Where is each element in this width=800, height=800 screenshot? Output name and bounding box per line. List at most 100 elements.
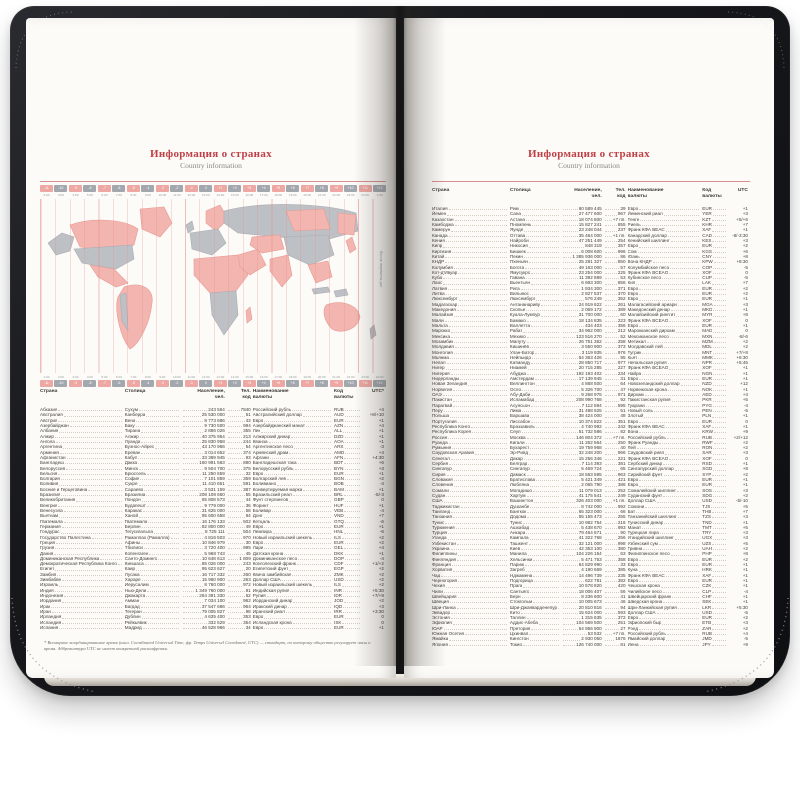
table-row: Абхазия Сухум 243 564 7840 Российский рубль R… [40,407,386,412]
timezone-offset-chip: -3 [155,185,169,192]
cell-currency-code: KHR [702,222,729,227]
dotted-leader [139,410,179,412]
dotted-leader [563,506,581,508]
cell-utc: +1 [742,386,748,392]
dotted-leader [448,644,507,646]
cell-currency-code: THB [702,509,729,514]
cell-capital: Ямусукро [510,270,562,275]
time-label: 18:00 [288,375,297,379]
cell-utc: -5/-10 [735,498,748,504]
cell-currency-name: Евро [628,482,703,487]
dotted-leader [227,580,243,582]
cell-currency-name: Иорданский динар [253,598,334,603]
cell-tel-code: 971 [604,392,628,397]
table-row: Испания Мадрид 46 528 966 34 Евро EUR +1 [40,625,386,630]
dotted-leader [452,400,507,402]
cell-currency-code: EUR [702,323,729,328]
dotted-leader [451,613,507,615]
dotted-leader [712,544,727,545]
cell-currency-code: ILS [334,535,363,540]
dotted-leader [117,564,122,566]
timezone-offset-chip: +4 [257,185,271,192]
dotted-leader [458,304,507,306]
dotted-leader [535,384,560,386]
dotted-leader [454,347,507,349]
dotted-leader [60,532,122,534]
cell-population: 82 800 000 [182,524,227,529]
dotted-leader [524,565,560,567]
dotted-leader [563,522,578,524]
cell-population: 54 363 426 [562,355,603,360]
cell-currency-name: Канадский доллар [628,233,703,238]
dotted-leader [563,474,578,476]
cell-currency-code: SDG [702,493,729,498]
dotted-leader [712,533,727,535]
cell-currency-code: RUB [702,434,729,440]
dotted-leader [443,501,507,503]
dotted-leader [712,320,727,322]
dotted-leader [457,554,507,556]
timezone-offset-chip: +7 [300,380,314,387]
time-label: 12:00 [187,193,196,197]
dotted-leader [227,479,243,481]
table-row: Бразилия Бразилиа 208 108 660 55 Бразильский… [40,492,386,497]
cell-tel-code: 40 [604,445,628,450]
cell-currency-name: Саудовский риял [628,450,703,455]
cell-population: 4 190 669 [562,567,603,572]
cell-tel-code: 244 [227,439,253,444]
dotted-leader [563,549,578,551]
cell-capital: Нью-Дели [125,588,182,593]
cell-currency-code: SGD [702,466,729,471]
table-row: Саудовская Аравия Эр-Рияд 32 248 200 966 Сау… [432,450,750,455]
cell-tel-code: 977 [604,360,628,365]
dotted-leader [534,501,560,503]
cell-utc: +8 [742,312,748,318]
cell-country: Замбия [40,572,125,577]
dotted-leader [343,431,361,433]
dotted-leader [453,352,507,354]
cell-tel-code: 7840 [227,407,253,412]
dotted-leader [712,368,727,370]
dotted-leader [61,495,122,497]
cell-currency-code: DOP [334,556,363,561]
dotted-leader [139,468,179,470]
dotted-leader [264,628,332,630]
cell-tel-code: 359 [227,476,253,481]
cell-currency-name: Евро [628,419,703,424]
time-label: 9:00 [159,375,166,379]
column-header: Столица [124,389,146,394]
cell-currency-code: UAH [702,546,729,551]
cell-tel-code: 373 [604,344,628,349]
cell-tel-code: 36 [227,503,253,508]
cell-capital: Кито [510,610,562,615]
dotted-leader [526,374,560,375]
dotted-leader [712,581,727,583]
cell-currency-name: Боливиано [253,481,334,486]
dotted-leader [639,629,700,630]
dotted-leader [713,304,727,306]
timezone-offset-chip: -2 [170,185,184,192]
dotted-leader [529,639,560,641]
cell-currency-name: Сомалийский шиллинг [628,488,703,493]
cell-population: 79 005 827 [182,609,227,614]
cell-tel-code: 237 [604,227,628,232]
dotted-leader [182,458,201,460]
cell-capital: Копенгаген [125,550,182,556]
dotted-leader [676,315,700,317]
dotted-leader [261,431,332,433]
dotted-leader [60,479,122,481]
cell-currency-code: RON [702,445,729,450]
dotted-leader [665,230,700,232]
dotted-leader [456,544,507,545]
dotted-leader [264,474,332,476]
dotted-leader [711,506,727,508]
timezone-offset-chip: -9 [68,380,82,387]
cell-currency-code: COP [702,264,729,270]
dotted-leader [604,331,617,333]
dotted-leader [669,320,700,322]
cell-utc: +7 [742,508,748,514]
cell-utc: +2 [742,344,748,350]
cell-currency-code: MGA [702,302,729,307]
dotted-leader [712,597,727,599]
cell-utc: +12 [740,381,748,387]
